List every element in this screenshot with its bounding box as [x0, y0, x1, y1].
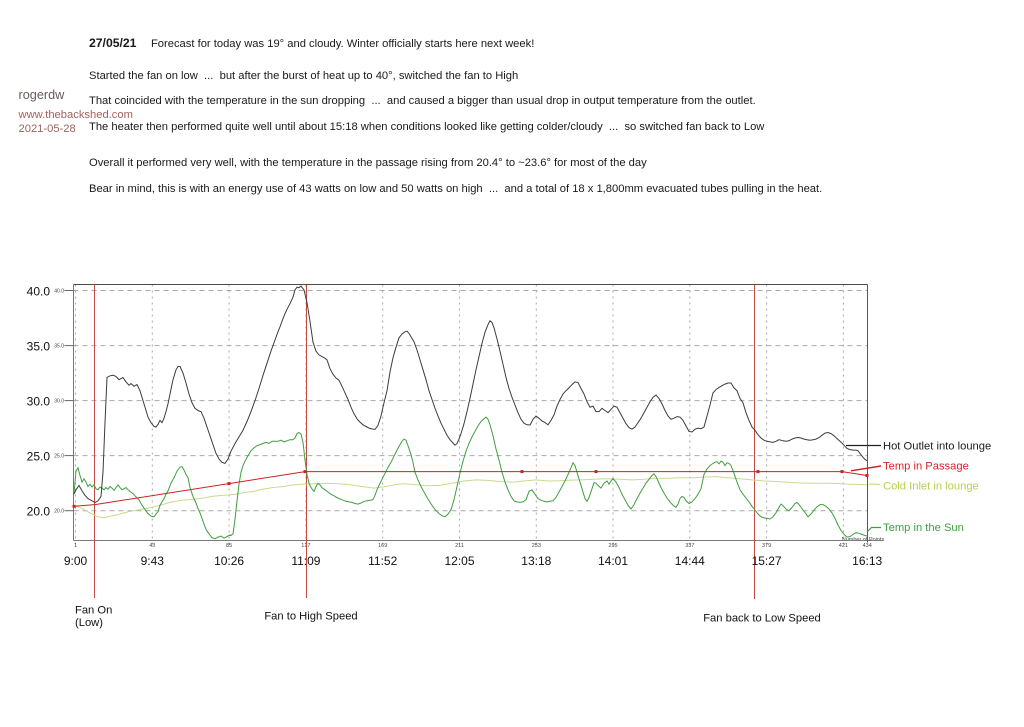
- svg-text:25.0: 25.0: [54, 454, 64, 460]
- svg-text:9:00: 9:00: [64, 554, 88, 568]
- svg-text:14:44: 14:44: [675, 554, 705, 568]
- svg-text:Temp in Passage: Temp in Passage: [883, 461, 969, 473]
- svg-text:12:05: 12:05: [444, 554, 474, 568]
- svg-text:11:52: 11:52: [368, 554, 397, 568]
- svg-text:Cold Inlet in lounge: Cold Inlet in lounge: [883, 481, 979, 493]
- svg-text:35.0: 35.0: [27, 340, 51, 354]
- svg-text:35.0: 35.0: [54, 344, 64, 350]
- svg-text:20.0: 20.0: [54, 509, 64, 515]
- svg-text:15:27: 15:27: [752, 554, 782, 568]
- svg-text:337: 337: [685, 543, 694, 549]
- svg-text:127: 127: [301, 543, 310, 549]
- svg-text:40.0: 40.0: [27, 285, 51, 299]
- svg-text:Temp in the Sun: Temp in the Sun: [883, 522, 964, 534]
- svg-text:85: 85: [226, 543, 232, 549]
- svg-text:Fan On: Fan On: [75, 605, 112, 617]
- svg-text:379: 379: [762, 543, 771, 549]
- svg-text:16:13: 16:13: [852, 554, 882, 568]
- svg-text:14:01: 14:01: [598, 554, 628, 568]
- svg-text:25.0: 25.0: [27, 450, 51, 464]
- svg-text:11:09: 11:09: [291, 554, 320, 568]
- svg-text:434: 434: [863, 543, 872, 549]
- svg-text:10:26: 10:26: [214, 554, 244, 568]
- svg-text:9:43: 9:43: [141, 554, 165, 568]
- svg-text:30.0: 30.0: [27, 395, 51, 409]
- svg-text:43: 43: [149, 543, 155, 549]
- svg-text:(Low): (Low): [75, 617, 103, 629]
- svg-text:295: 295: [608, 543, 617, 549]
- svg-text:1: 1: [74, 543, 77, 549]
- svg-text:421: 421: [839, 543, 848, 549]
- svg-text:20.0: 20.0: [27, 505, 51, 519]
- svg-text:Fan back to Low Speed: Fan back to Low Speed: [703, 613, 821, 625]
- svg-text:Fan to High Speed: Fan to High Speed: [264, 611, 357, 623]
- svg-text:40.0: 40.0: [54, 289, 64, 295]
- svg-text:253: 253: [532, 543, 541, 549]
- svg-text:Hot Outlet into lounge: Hot Outlet into lounge: [883, 441, 991, 453]
- svg-text:211: 211: [455, 543, 464, 549]
- svg-text:30.0: 30.0: [54, 399, 64, 405]
- svg-text:169: 169: [378, 543, 387, 549]
- svg-text:13:18: 13:18: [521, 554, 551, 568]
